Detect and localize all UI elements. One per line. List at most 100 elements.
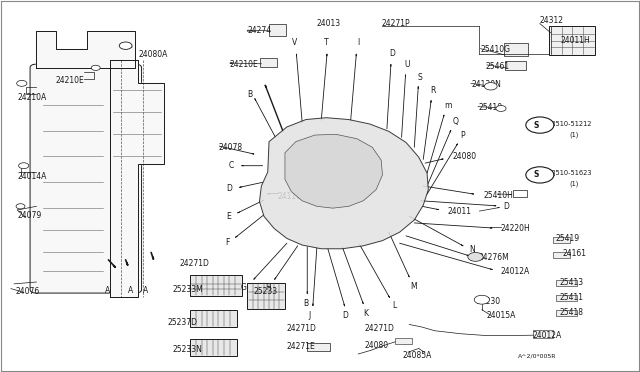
Text: 24312: 24312 — [540, 16, 564, 25]
FancyBboxPatch shape — [247, 283, 285, 310]
Text: 08510-51212: 08510-51212 — [547, 121, 592, 127]
FancyBboxPatch shape — [556, 310, 577, 315]
Text: S: S — [533, 170, 539, 179]
Text: 24014A: 24014A — [17, 172, 47, 181]
Circle shape — [526, 167, 554, 183]
Text: J: J — [308, 311, 311, 320]
Text: T: T — [324, 38, 329, 47]
Text: B: B — [303, 299, 308, 308]
Text: 24011: 24011 — [447, 206, 472, 216]
Text: 24271D: 24271D — [286, 324, 316, 333]
Text: 24274: 24274 — [248, 26, 272, 35]
Text: 25233N: 25233N — [172, 345, 202, 354]
Text: 24271P: 24271P — [382, 19, 410, 28]
Text: 24015A: 24015A — [487, 311, 516, 320]
Text: 25413: 25413 — [559, 278, 584, 287]
Polygon shape — [285, 134, 383, 208]
Text: 24080: 24080 — [452, 152, 477, 161]
Text: H: H — [265, 283, 271, 292]
Text: D: D — [503, 202, 509, 211]
Text: A^2/0*005R: A^2/0*005R — [518, 353, 556, 358]
FancyBboxPatch shape — [394, 338, 412, 344]
Text: P: P — [460, 131, 465, 140]
Text: 24210A: 24210A — [17, 93, 47, 102]
Text: 24271P: 24271P — [291, 160, 320, 169]
Text: 24230: 24230 — [476, 297, 500, 306]
Text: 24078: 24078 — [218, 143, 242, 152]
FancyBboxPatch shape — [556, 295, 577, 301]
Circle shape — [92, 65, 100, 70]
FancyBboxPatch shape — [504, 43, 529, 56]
Text: D: D — [342, 311, 348, 320]
Text: 24210E: 24210E — [56, 76, 84, 85]
FancyBboxPatch shape — [190, 339, 237, 356]
Text: L: L — [392, 301, 397, 311]
Text: 24271D: 24271D — [180, 259, 210, 268]
Text: 24013: 24013 — [317, 19, 341, 28]
FancyBboxPatch shape — [549, 26, 595, 55]
Circle shape — [468, 253, 483, 261]
Text: G: G — [241, 283, 246, 292]
Text: A: A — [128, 286, 133, 295]
Text: 24110: 24110 — [277, 192, 301, 201]
Text: D: D — [390, 49, 396, 58]
Text: 25410H: 25410H — [483, 191, 513, 200]
Text: M: M — [410, 282, 417, 291]
Text: E: E — [226, 212, 230, 221]
Circle shape — [16, 204, 25, 209]
Text: m: m — [444, 101, 451, 110]
Text: B: B — [247, 90, 252, 99]
Text: 24012A: 24012A — [501, 267, 530, 276]
Text: 25237D: 25237D — [167, 318, 197, 327]
FancyBboxPatch shape — [269, 24, 285, 36]
Text: Q: Q — [452, 117, 458, 126]
Circle shape — [17, 80, 27, 86]
Circle shape — [484, 83, 497, 90]
Text: K: K — [364, 309, 369, 318]
Text: F: F — [225, 238, 229, 247]
Circle shape — [119, 42, 132, 49]
Text: 24220H: 24220H — [501, 224, 531, 233]
Circle shape — [474, 295, 490, 304]
Text: U: U — [404, 60, 410, 70]
Circle shape — [19, 163, 29, 169]
Text: 24130N: 24130N — [471, 80, 501, 89]
Text: A: A — [105, 286, 111, 295]
Text: 25418: 25418 — [559, 308, 584, 317]
Text: 25461: 25461 — [486, 61, 510, 71]
Text: 24276M: 24276M — [478, 253, 509, 263]
FancyBboxPatch shape — [553, 237, 570, 243]
Text: 25410: 25410 — [478, 103, 502, 112]
Text: S: S — [418, 73, 422, 81]
Text: A: A — [143, 286, 148, 295]
Text: 24080A: 24080A — [138, 51, 168, 60]
Text: S: S — [533, 121, 539, 129]
FancyBboxPatch shape — [513, 190, 527, 197]
Text: R: R — [431, 86, 436, 95]
Circle shape — [496, 106, 506, 112]
FancyBboxPatch shape — [190, 275, 243, 296]
FancyBboxPatch shape — [553, 252, 570, 258]
FancyBboxPatch shape — [556, 280, 577, 286]
FancyBboxPatch shape — [190, 310, 237, 327]
Text: 24011H: 24011H — [561, 36, 591, 45]
FancyBboxPatch shape — [533, 330, 553, 338]
Text: (1): (1) — [570, 132, 579, 138]
FancyBboxPatch shape — [307, 343, 330, 351]
Text: 25233M: 25233M — [172, 285, 203, 294]
Polygon shape — [109, 61, 164, 297]
Text: 24085A: 24085A — [403, 351, 432, 360]
FancyBboxPatch shape — [260, 58, 276, 67]
Text: 24076: 24076 — [15, 287, 40, 296]
Text: 24012A: 24012A — [532, 331, 561, 340]
FancyBboxPatch shape — [505, 61, 527, 70]
Text: 24161: 24161 — [562, 249, 586, 258]
Text: 24079: 24079 — [17, 211, 42, 220]
Text: 25419: 25419 — [556, 234, 580, 243]
Text: 24271E: 24271E — [286, 342, 315, 351]
Text: 08510-51623: 08510-51623 — [547, 170, 592, 176]
Text: C: C — [228, 161, 234, 170]
Text: N: N — [468, 245, 474, 254]
Text: I: I — [357, 38, 359, 47]
Polygon shape — [259, 118, 428, 249]
